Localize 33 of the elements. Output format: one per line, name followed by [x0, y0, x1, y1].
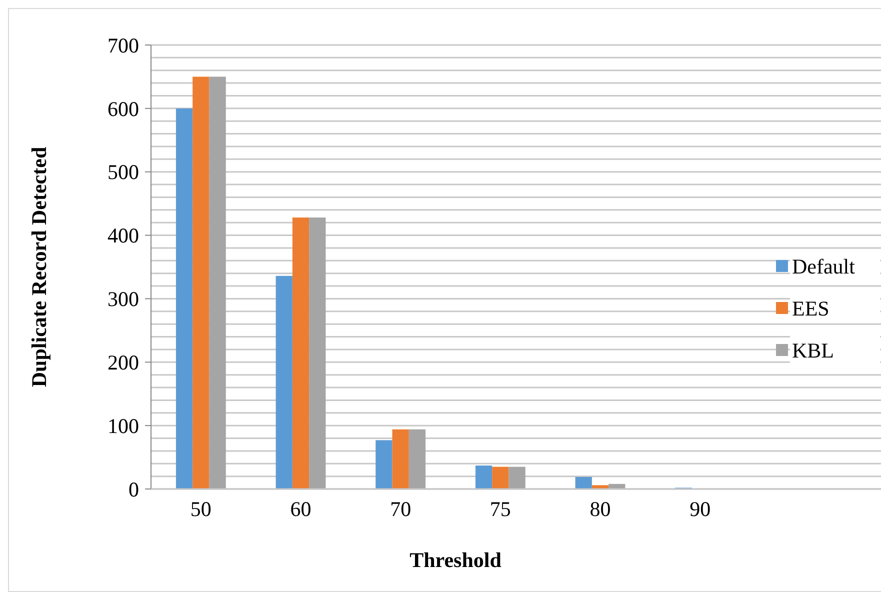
x-tick-label: 80: [590, 497, 611, 521]
bar: [592, 485, 609, 489]
y-axis-title: Duplicate Record Detected: [27, 146, 51, 388]
y-tick-label: 200: [108, 350, 139, 374]
x-axis-title: Threshold: [410, 548, 502, 572]
bar: [508, 466, 526, 489]
bar: [575, 476, 592, 489]
bar: [192, 76, 210, 489]
bar: [475, 466, 492, 489]
bar: [209, 76, 226, 489]
bar: [408, 429, 426, 489]
y-tick-label: 0: [128, 477, 139, 502]
x-tick-label: 90: [690, 497, 711, 521]
legend-label: KBL: [792, 338, 834, 362]
y-tick-label: 100: [108, 414, 139, 438]
bar: [309, 218, 326, 489]
y-tick-label: 300: [108, 287, 139, 312]
legend-label: EES: [792, 296, 830, 320]
y-tick-label: 400: [108, 224, 139, 248]
bar: [492, 466, 509, 489]
y-tick-label: 500: [108, 160, 139, 184]
y-tick-label: 600: [108, 96, 139, 121]
bar: [376, 440, 392, 489]
bar: [392, 429, 409, 489]
x-tick-label: 75: [490, 497, 511, 521]
bar: [292, 218, 310, 489]
bar: [276, 276, 292, 489]
legend-label: Default: [792, 254, 856, 278]
y-tick-label: 700: [108, 33, 139, 58]
x-tick-label: 50: [190, 497, 212, 521]
bar: [176, 108, 193, 489]
x-tick-label: 60: [290, 497, 312, 521]
x-tick-label: 70: [390, 497, 412, 521]
